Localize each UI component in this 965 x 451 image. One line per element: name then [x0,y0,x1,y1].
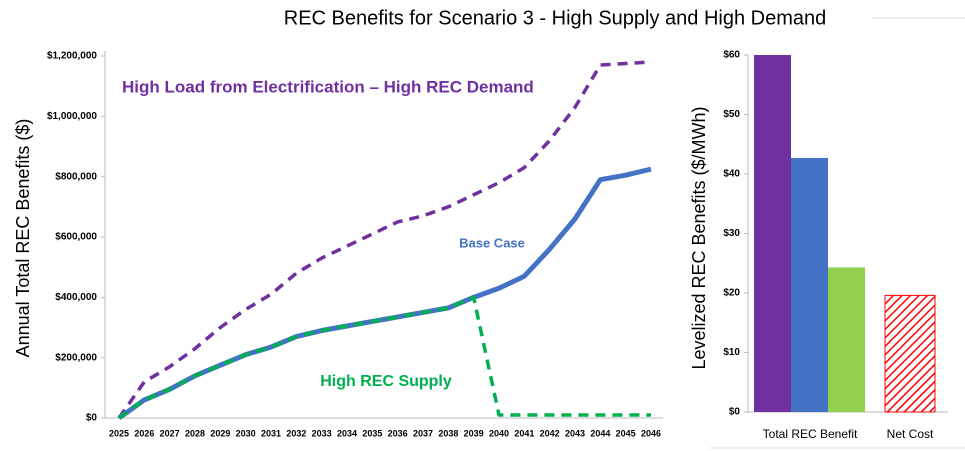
y-tick-label: $0 [729,407,741,418]
x-tick-label: 2032 [286,428,306,438]
line-series [117,60,652,420]
x-tick-label: 2037 [413,428,433,438]
x-tick-label: 2036 [388,428,408,438]
y-axis-label: Levelized REC Benefits ($/MWh) [689,106,709,369]
x-tick-label: 2044 [590,428,610,438]
series-label: High Load from Electrification – High RE… [122,77,534,96]
series-label: High REC Supply [320,373,452,390]
x-tick-label: 2046 [641,428,661,438]
bar [791,157,828,412]
x-tick-label: 2033 [312,428,332,438]
bar [828,267,865,412]
y-tick-label: $1,200,000 [47,51,97,62]
series-label: Base Case [459,235,525,250]
y-axis-label: Annual Total REC Benefits ($) [13,119,33,358]
x-tick-label: 2043 [565,428,585,438]
y-tick-label: $0 [86,413,98,424]
x-tick-label: 2034 [337,428,357,438]
y-tick-label: $20 [723,288,740,299]
x-tick-label: 2027 [160,428,180,438]
x-tick-label: 2039 [464,428,484,438]
x-tick-label: Total REC Benefit [763,427,858,441]
x-tick-label: 2045 [616,428,636,438]
line-series [117,295,651,420]
x-tick-label: 2040 [489,428,509,438]
y-tick-label: $50 [723,109,740,120]
x-tick-label: 2029 [210,428,230,438]
line-series [117,166,652,421]
x-tick-label: 2028 [185,428,205,438]
y-tick-label: $60 [723,50,740,61]
x-tick-label: 2041 [514,428,534,438]
x-tick-label: Net Cost [887,427,934,441]
y-tick-label: $800,000 [55,171,97,182]
bar [884,294,936,413]
x-tick-label: 2042 [540,428,560,438]
y-tick-label: $30 [723,228,740,239]
bar [754,55,791,412]
y-tick-label: $1,000,000 [47,111,97,122]
x-tick-label: 2031 [261,428,281,438]
y-tick-label: $600,000 [55,232,97,243]
y-tick-label: $200,000 [55,352,97,363]
chart-title: REC Benefits for Scenario 3 - High Suppl… [284,7,827,29]
y-tick-label: $10 [723,347,740,358]
x-tick-label: 2035 [362,428,382,438]
y-tick-label: $40 [723,169,740,180]
x-tick-label: 2026 [134,428,154,438]
x-tick-label: 2030 [236,428,256,438]
y-tick-label: $400,000 [55,292,97,303]
x-tick-label: 2025 [109,428,129,438]
x-tick-label: 2038 [438,428,458,438]
